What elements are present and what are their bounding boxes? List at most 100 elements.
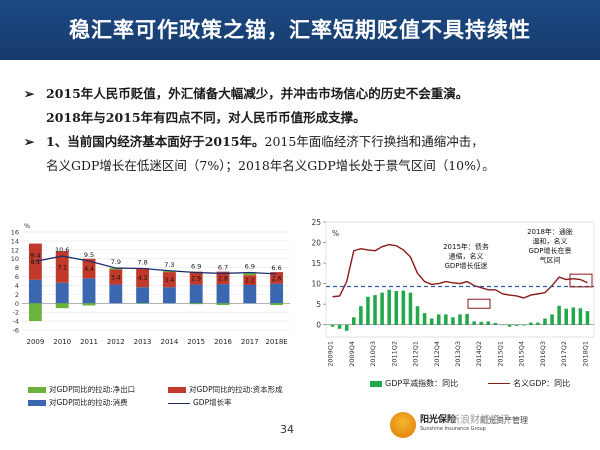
- annotation-2015-ellipse: [467, 298, 491, 309]
- gdp-data-label: 7.9: [111, 258, 121, 266]
- bar-gdp-deflator: [507, 324, 512, 327]
- bar-gdp-deflator: [359, 306, 363, 325]
- bar-gdp-deflator: [422, 313, 427, 325]
- bar-consumption: [109, 284, 123, 304]
- bar-capital-formation: [28, 243, 42, 280]
- annotation-2018-text: 气区间: [540, 256, 561, 265]
- y-tick-label: 10: [11, 255, 19, 263]
- y-tick-label: 6: [15, 273, 19, 281]
- gdp-data-label: 7.8: [137, 259, 147, 267]
- capital-data-label: 4.3: [138, 275, 148, 282]
- capital-data-label: 2.8: [218, 275, 228, 282]
- deflator-nominal-gdp-svg: 25 20 15 10 5 0% 2009Q1 2009Q4 2010Q3 2011Q2 2012Q…: [311, 218, 595, 367]
- y-tick-label: 16: [11, 229, 19, 237]
- bar-gdp-deflator: [394, 291, 399, 325]
- bar-consumption: [216, 284, 230, 304]
- y-unit-label: %: [332, 229, 339, 238]
- capital-data-label: 8.1: [31, 259, 41, 266]
- legend-deflator: GDP平减指数：同比: [370, 378, 458, 389]
- x-tick-label: 2011Q2: [390, 341, 398, 367]
- bar-gdp-deflator: [352, 317, 356, 325]
- y-tick-label: 10: [311, 280, 321, 289]
- bar-capital-formation: [216, 271, 230, 285]
- bar-net-export: [189, 303, 203, 305]
- bullet-2: ➢ 1、当前国内经济基本面好于2015年。2015年面临经济下行换挡和通缩冲击，: [24, 130, 594, 154]
- y-tick-label: 0: [316, 321, 321, 330]
- bar-gdp-deflator: [557, 305, 561, 325]
- capital-data-label: 4.4: [84, 266, 94, 273]
- capital-data-label: 2.9: [191, 276, 201, 283]
- legend-line-swatch: [168, 402, 190, 404]
- bar-gdp-deflator: [578, 308, 583, 325]
- bar-gdp-deflator: [451, 317, 455, 325]
- watermark-text: 新浪财经资讯: [450, 415, 510, 426]
- x-tick-label: 2012Q4: [433, 341, 441, 367]
- deflator-nominal-gdp-chart: 25 20 15 10 5 0% 2009Q1 2009Q4 2010Q3 2011Q2 2012Q…: [300, 212, 600, 392]
- annotation-2018-text: 2018年：通胀: [527, 227, 573, 236]
- bar-consumption: [28, 279, 42, 304]
- bar-net-export: [55, 303, 69, 309]
- capital-data-label: 2.2: [245, 278, 255, 285]
- bar-consumption: [189, 284, 203, 304]
- y-tick-label: 25: [311, 218, 321, 227]
- legend-consumption: 对GDP同比的拉动:消费: [28, 397, 128, 409]
- bar-gdp-deflator: [444, 314, 448, 325]
- bullet-2-line2: 名义GDP增长在低迷区间（7%）；2018年名义GDP增长处于景气区间（10%）…: [46, 158, 495, 173]
- x-tick-label: 2009Q1: [327, 341, 335, 367]
- bar-net-export: [162, 270, 176, 273]
- x-tick-label: 2014: [160, 338, 178, 346]
- bar-gdp-deflator: [493, 323, 498, 325]
- bar-consumption: [270, 283, 284, 304]
- x-tick-label: 2012: [107, 338, 125, 346]
- y-tick-label: 12: [11, 246, 19, 254]
- bar-net-export: [270, 303, 284, 306]
- company-name: 阳光保险: [420, 415, 457, 425]
- page-title: 稳汇率可作政策之锚，汇率短期贬值不具持续性: [69, 17, 531, 42]
- legend-line-swatch: [488, 383, 510, 384]
- x-tick-label: 2015Q1: [496, 341, 504, 367]
- bar-gdp-deflator: [543, 318, 547, 325]
- capital-data-label: 3.4: [165, 277, 175, 284]
- gdp-growth-line: [35, 255, 277, 275]
- footer-logo: 阳光保险 Sunshine Insurance Group 阳光资产管理: [390, 410, 600, 444]
- bar-gdp-deflator: [479, 321, 484, 325]
- legend-swatch: [168, 387, 186, 393]
- bar-consumption: [243, 285, 257, 304]
- y-tick-label: 20: [311, 239, 321, 248]
- bullet-1: ➢ 2015年人民币贬值，外汇储备大幅减少，并冲击市场信心的历史不会重演。: [24, 82, 594, 106]
- gdp-data-label: 10.6: [55, 246, 69, 254]
- bar-gdp-deflator: [458, 314, 462, 325]
- bullet-2-line1: 2015年面临经济下行换挡和通缩冲击，: [264, 134, 484, 149]
- x-tick-label: 2012Q1: [412, 341, 420, 367]
- bar-capital-formation: [189, 271, 203, 285]
- gdp-data-label: 6.6: [271, 264, 281, 272]
- bar-gdp-deflator: [330, 324, 335, 327]
- annotation-2015-text: 通缩，名义: [449, 252, 484, 261]
- bar-gdp-deflator: [500, 324, 505, 326]
- bar-gdp-deflator: [529, 322, 533, 325]
- capital-data-label: 2.6: [272, 275, 282, 282]
- bullet-1-line1: 2015年人民币贬值，外汇储备大幅减少，并冲击市场信心的历史不会重演。: [46, 86, 469, 101]
- bar-gdp-deflator: [429, 318, 434, 325]
- bar-gdp-deflator: [387, 289, 391, 325]
- bar-capital-formation: [162, 272, 176, 288]
- legend-capital: 对GDP同比的拉动:资本形成: [168, 384, 283, 396]
- bar-gdp-deflator: [344, 324, 349, 331]
- y-tick-label: 8: [15, 264, 19, 272]
- bar-gdp-deflator: [465, 314, 469, 325]
- bar-net-export: [109, 268, 123, 270]
- bar-capital-formation: [136, 268, 150, 288]
- y-unit-label: %: [24, 222, 30, 230]
- gdp-contribution-chart: -6 -4 -2 0 2 4 6 8 10 12 14 16% 8.1 9.4 2009 7.1 10.6 201…: [0, 212, 300, 382]
- bar-gdp-deflator: [373, 295, 377, 325]
- legend-nominal-gdp: 名义GDP：同比: [488, 378, 570, 389]
- capital-data-label: 3.4: [111, 274, 121, 281]
- legend-gdp-line: GDP增长率: [168, 397, 232, 409]
- gdp-data-label: 9.5: [84, 251, 94, 259]
- bar-gdp-deflator: [380, 292, 384, 325]
- bar-capital-formation: [82, 258, 96, 279]
- x-tick-label: 2015Q4: [518, 341, 526, 367]
- x-tick-label: 2017Q2: [560, 341, 568, 367]
- arrow-bullet-icon: ➢: [24, 86, 35, 101]
- bar-capital-formation: [55, 251, 69, 283]
